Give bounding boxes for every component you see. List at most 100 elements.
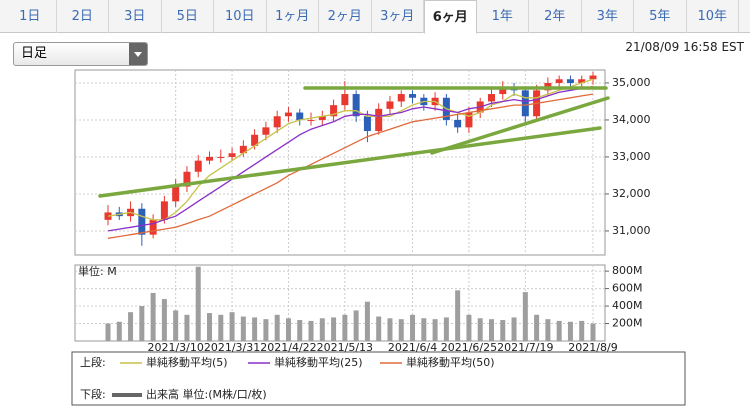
trendline <box>98 126 602 198</box>
volume-bar <box>274 314 280 341</box>
moving-average-line <box>107 93 594 239</box>
y-tick-label: 35,000 <box>612 76 651 89</box>
candle-body <box>578 79 586 83</box>
period-tab[interactable]: 10年 <box>687 0 739 33</box>
volume-bar <box>488 319 494 341</box>
candle-body <box>194 160 202 172</box>
volume-bar <box>139 306 145 341</box>
candle-body <box>239 145 247 154</box>
candle-body <box>228 153 236 157</box>
x-tick-label: 2021/6/25 <box>441 341 497 354</box>
candle-body <box>273 116 281 128</box>
candle-body <box>341 94 349 106</box>
candle-body <box>149 219 157 235</box>
volume-bar <box>195 266 201 341</box>
candle-body <box>454 119 462 128</box>
period-tab[interactable]: 10日 <box>214 0 267 33</box>
candle-body <box>589 75 597 80</box>
volume-bar <box>229 312 235 341</box>
period-tab[interactable]: 2日 <box>57 0 109 33</box>
period-tab[interactable]: 3年 <box>582 0 634 33</box>
y-tick-label: 34,000 <box>612 113 651 126</box>
y-tick-label: 31,000 <box>612 224 651 237</box>
period-tab[interactable]: 1日 <box>4 0 57 33</box>
period-tab[interactable]: 6ヶ月 <box>424 0 477 34</box>
volume-bar <box>297 320 303 341</box>
volume-bar <box>522 292 528 341</box>
moving-average-line <box>107 86 594 232</box>
candle-body <box>409 94 417 98</box>
volume-bar <box>590 323 596 341</box>
volume-bar <box>285 318 291 341</box>
volume-bar <box>184 314 190 341</box>
volume-bar <box>376 316 382 341</box>
volume-bar <box>218 314 224 341</box>
candle-body <box>217 156 225 158</box>
volume-bar <box>207 313 213 341</box>
period-tab[interactable]: 2年 <box>529 0 582 33</box>
volume-bar <box>364 301 370 341</box>
candle-body <box>465 112 473 128</box>
period-tab[interactable]: 2ヶ月 <box>319 0 372 33</box>
volume-bar <box>511 317 517 341</box>
y-tick-label: 32,000 <box>612 187 651 200</box>
volume-bar <box>116 321 122 341</box>
volume-bar <box>398 319 404 341</box>
candle-body <box>307 119 315 121</box>
period-tab[interactable]: 5年 <box>634 0 687 33</box>
dropdown[interactable]: 日足 <box>13 42 148 66</box>
volume-bar <box>353 310 359 341</box>
candle-body <box>206 156 214 161</box>
candle-body <box>172 186 180 202</box>
legend-group-label: 下段: <box>80 387 106 401</box>
volume-bar <box>240 316 246 341</box>
timestamp: 21/08/09 16:58 EST <box>625 40 744 54</box>
candle-body <box>363 116 371 132</box>
candle-body <box>521 90 529 117</box>
period-tab[interactable]: 3日 <box>109 0 162 33</box>
volume-bar <box>173 310 179 341</box>
x-tick-label: 2021/6/4 <box>388 341 437 354</box>
volume-bar <box>150 292 156 341</box>
candle-body <box>397 94 405 102</box>
volume-bar <box>432 319 438 341</box>
x-tick-label: 2021/4/22 <box>260 341 316 354</box>
candle-body <box>284 112 292 117</box>
trendline <box>430 96 610 155</box>
candle-body <box>487 94 495 102</box>
x-tick-label: 2021/3/31 <box>204 341 260 354</box>
volume-bar <box>556 320 562 341</box>
volume-bar <box>443 317 449 341</box>
period-tab[interactable]: 5日 <box>162 0 214 33</box>
y-tick-label: 400M <box>612 299 643 312</box>
volume-bar <box>455 290 461 341</box>
legend-label: 出来高 単位:(M株/口/枚) <box>146 387 267 401</box>
period-tab[interactable]: 1年 <box>477 0 529 33</box>
period-tab[interactable]: 1ヶ月 <box>267 0 319 33</box>
candle-body <box>499 86 507 95</box>
candle-body <box>352 94 360 117</box>
volume-bar <box>387 318 393 341</box>
volume-bar <box>263 319 269 341</box>
x-tick-label: 2021/8/9 <box>568 341 617 354</box>
y-tick-label: 800M <box>612 264 643 277</box>
candle-body <box>296 112 304 120</box>
period-tab[interactable]: 3ヶ月 <box>372 0 424 33</box>
candle-body <box>251 134 259 146</box>
candle-body <box>183 171 191 187</box>
volume-bar <box>319 318 325 341</box>
x-tick-label: 2021/3/10 <box>147 341 203 354</box>
legend-label: 単純移動平均(5) <box>146 355 228 369</box>
volume-bar <box>466 314 472 341</box>
candle-body <box>138 208 146 235</box>
moving-average-line <box>107 78 594 221</box>
x-tick-label: 2021/5/13 <box>317 341 373 354</box>
legend-label: 単純移動平均(25) <box>274 355 363 369</box>
candle-body <box>375 108 383 132</box>
volume-bar <box>308 320 314 341</box>
y-tick-label: 600M <box>612 282 643 295</box>
candle-body <box>318 116 326 120</box>
volume-bar <box>161 299 167 341</box>
